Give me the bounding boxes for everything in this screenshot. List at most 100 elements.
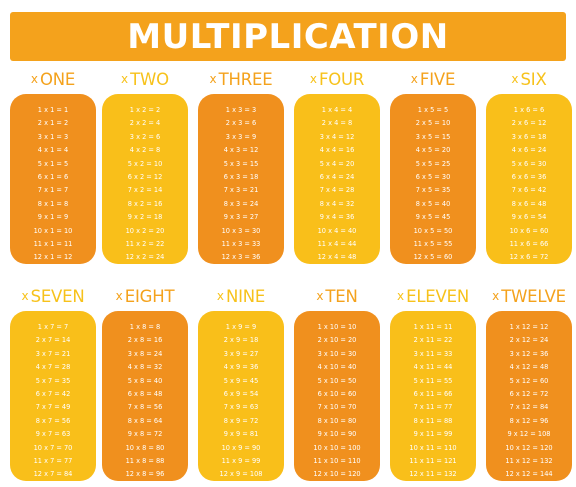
table-fact: 3 x 9 = 27 (223, 349, 259, 358)
table-fact: 4 x 11 = 44 (413, 363, 453, 372)
table-fact: 5 x 6 = 30 (511, 159, 547, 168)
table-fact: 2 x 10 = 20 (317, 336, 357, 345)
table-two: x TWO 1 x 2 = 2 2 x 2 = 4 3 x 2 = 6 4 x 2 = 8… (102, 66, 188, 264)
table-fact: 8 x 4 = 32 (319, 199, 355, 208)
table-fact: 6 x 7 = 42 (35, 389, 71, 398)
table-fact: 7 x 7 = 49 (35, 403, 71, 412)
table-fact: 5 x 5 = 25 (415, 159, 451, 168)
times-sign: x (30, 72, 38, 87)
times-sign: x (21, 289, 29, 304)
table-fact: 1 x 8 = 8 (129, 323, 161, 331)
table-fact: 7 x 9 = 63 (223, 403, 259, 412)
table-fact: 4 x 1 = 4 (37, 146, 69, 155)
table-card: 1 x 1 = 1 2 x 1 = 2 3 x 1 = 3 4 x 1 = 4 5 x … (10, 94, 96, 264)
table-card: 1 x 2 = 2 2 x 2 = 4 3 x 2 = 6 4 x 2 = 8 5 x … (102, 94, 188, 264)
table-fact: 7 x 12 = 84 (509, 403, 549, 412)
table-fact: 1 x 9 = 9 (225, 323, 257, 331)
table-fact: 6 x 10 = 60 (317, 389, 357, 398)
table-heading: x TEN (277, 283, 397, 305)
table-fact: 9 x 12 = 108 (507, 430, 551, 439)
table-eight: x EIGHT 1 x 8 = 8 2 x 8 = 16 3 x 8 = 24 4 x 8… (102, 283, 188, 481)
table-fact: 9 x 2 = 18 (127, 213, 163, 222)
table-fact: 9 x 3 = 27 (223, 213, 259, 222)
table-fact: 2 x 7 = 14 (35, 336, 71, 345)
table-name: FIVE (419, 69, 456, 89)
table-fact: 1 x 4 = 4 (321, 106, 353, 114)
table-fact: 7 x 4 = 28 (319, 186, 355, 195)
table-fact: 8 x 9 = 72 (223, 416, 259, 425)
table-card: 1 x 5 = 5 2 x 5 = 10 3 x 5 = 15 4 x 5 = 20 5… (390, 94, 476, 264)
table-twelve: x TWELVE 1 x 12 = 12 2 x 12 = 24 3 x 12 = 36… (486, 283, 572, 481)
table-heading: x ONE (0, 66, 113, 88)
table-fact: 8 x 1 = 8 (37, 199, 69, 208)
times-sign: x (209, 72, 217, 87)
table-fact: 9 x 7 = 63 (35, 430, 71, 439)
table-fact: 1 x 11 = 11 (413, 323, 453, 331)
table-name: TEN (325, 286, 358, 306)
times-sign: x (492, 289, 500, 304)
table-fact: 3 x 3 = 9 (225, 132, 257, 141)
table-name: SEVEN (30, 286, 85, 306)
table-fact: 4 x 3 = 12 (223, 146, 259, 155)
table-seven: x SEVEN 1 x 7 = 7 2 x 7 = 14 3 x 7 = 21 4 x 7… (10, 283, 96, 481)
table-fact: 10 x 4 = 40 (317, 226, 357, 235)
table-fact: 2 x 6 = 12 (511, 119, 547, 128)
table-fact: 9 x 11 = 99 (413, 430, 453, 439)
table-fact: 3 x 1 = 3 (37, 132, 69, 141)
table-fact: 6 x 1 = 6 (37, 172, 69, 181)
table-fact: 10 x 11 = 110 (409, 443, 457, 452)
table-name: NINE (225, 286, 266, 306)
table-fact: 2 x 11 = 22 (413, 336, 453, 345)
table-fact: 4 x 10 = 40 (317, 363, 357, 372)
table-fact: 12 x 9 = 108 (219, 470, 263, 479)
table-fact: 10 x 8 = 80 (125, 443, 165, 452)
table-fact: 1 x 10 = 10 (317, 323, 357, 331)
table-fact: 6 x 3 = 18 (223, 172, 259, 181)
table-fact: 2 x 8 = 16 (127, 336, 163, 345)
times-sign: x (316, 289, 324, 304)
times-sign: x (511, 72, 519, 87)
table-fact: 12 x 3 = 36 (221, 253, 261, 262)
table-fact: 4 x 2 = 8 (129, 146, 161, 155)
table-fact: 6 x 12 = 72 (509, 389, 549, 398)
table-heading: x ELEVEN (373, 283, 493, 305)
table-fact: 3 x 8 = 24 (127, 349, 163, 358)
table-fact: 10 x 2 = 20 (125, 226, 165, 235)
table-fact: 7 x 8 = 56 (127, 403, 163, 412)
table-fact: 2 x 2 = 4 (129, 119, 161, 128)
table-fact: 2 x 4 = 8 (321, 119, 353, 128)
table-fact: 6 x 11 = 66 (413, 389, 453, 398)
table-name: EIGHT (124, 286, 175, 306)
table-heading: x THREE (181, 66, 301, 88)
table-heading: x FOUR (277, 66, 397, 88)
table-fact: 10 x 12 = 120 (505, 443, 553, 452)
table-fact: 5 x 12 = 60 (509, 376, 549, 385)
table-name: TWO (130, 69, 169, 89)
table-name: TWELVE (501, 286, 566, 306)
table-heading: x TWO (85, 66, 205, 88)
table-fact: 5 x 10 = 50 (317, 376, 357, 385)
table-name: ELEVEN (406, 286, 469, 306)
table-fact: 10 x 1 = 10 (33, 226, 73, 235)
table-fact: 11 x 10 = 110 (313, 456, 361, 465)
table-fact: 2 x 3 = 6 (225, 119, 257, 128)
table-fact: 6 x 6 = 36 (511, 172, 547, 181)
table-heading: x NINE (181, 283, 301, 305)
table-fact: 7 x 3 = 21 (223, 186, 259, 195)
times-sign: x (410, 72, 418, 87)
table-card: 1 x 12 = 12 2 x 12 = 24 3 x 12 = 36 4 x 12 … (486, 311, 572, 481)
table-fact: 6 x 8 = 48 (127, 389, 163, 398)
table-fact: 11 x 6 = 66 (509, 239, 549, 248)
table-fact: 9 x 10 = 90 (317, 430, 357, 439)
table-fact: 4 x 9 = 36 (223, 363, 259, 372)
table-name: FOUR (318, 69, 365, 89)
table-fact: 3 x 10 = 30 (317, 349, 357, 358)
table-name: ONE (39, 69, 76, 89)
table-fact: 9 x 9 = 81 (223, 430, 259, 439)
table-fact: 11 x 4 = 44 (317, 239, 357, 248)
table-fact: 5 x 3 = 15 (223, 159, 259, 168)
table-fact: 4 x 7 = 28 (35, 363, 71, 372)
table-fact: 5 x 8 = 40 (127, 376, 163, 385)
table-fact: 8 x 12 = 96 (509, 416, 549, 425)
